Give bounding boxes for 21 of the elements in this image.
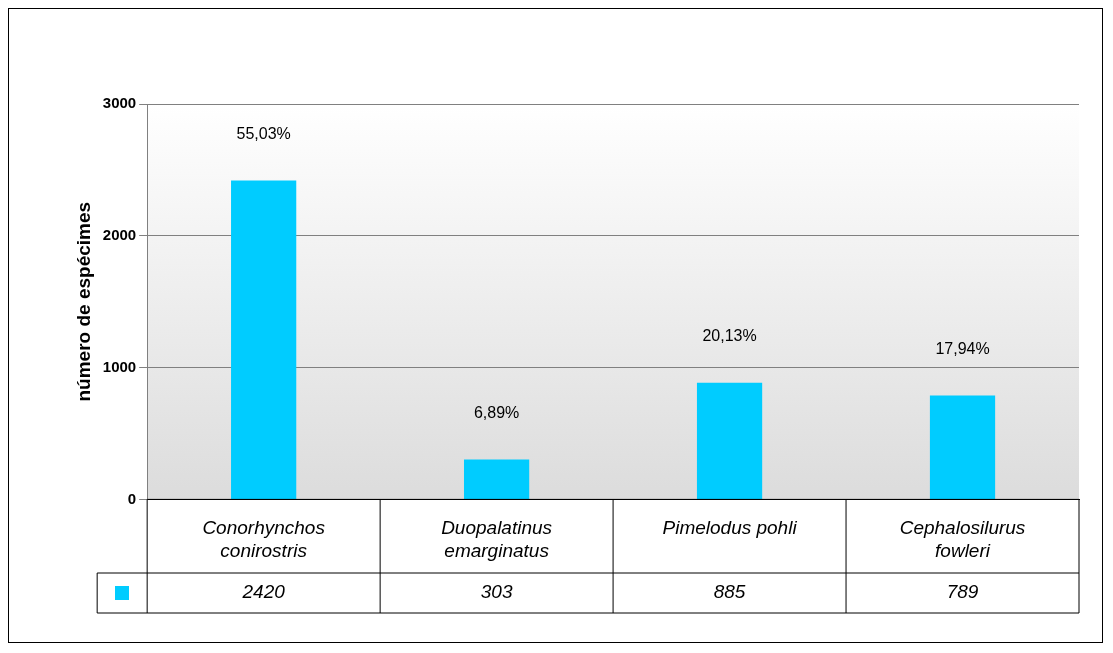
annotation: 17,94% — [935, 339, 990, 357]
annotation: 20,13% — [702, 327, 757, 345]
y-tick-label: 1000 — [102, 357, 137, 375]
bar — [929, 395, 996, 499]
bar — [463, 459, 530, 499]
x-tick-label: Conorhynchos conirostris — [202, 517, 326, 561]
data-label: 885 — [713, 581, 746, 603]
y-tick-label: 2000 — [102, 225, 137, 243]
y-tick-label: 0 — [127, 489, 137, 507]
data-label: 2420 — [241, 581, 286, 603]
y-axis-title: número de espécimes — [72, 201, 94, 402]
data-label: 303 — [480, 581, 513, 603]
x-tick-label: Cephalosilurus fowleri — [899, 517, 1026, 561]
annotation: 55,03% — [236, 124, 291, 142]
x-tick-label: Duopalatinus emarginatus — [441, 517, 553, 561]
y-tick-label: 3000 — [102, 94, 137, 112]
x-tick-label: Pimelodus pohli — [662, 517, 798, 539]
bar — [696, 382, 763, 499]
bar — [231, 180, 297, 499]
annotation: 6,89% — [473, 403, 520, 421]
data-label: 789 — [946, 581, 979, 603]
